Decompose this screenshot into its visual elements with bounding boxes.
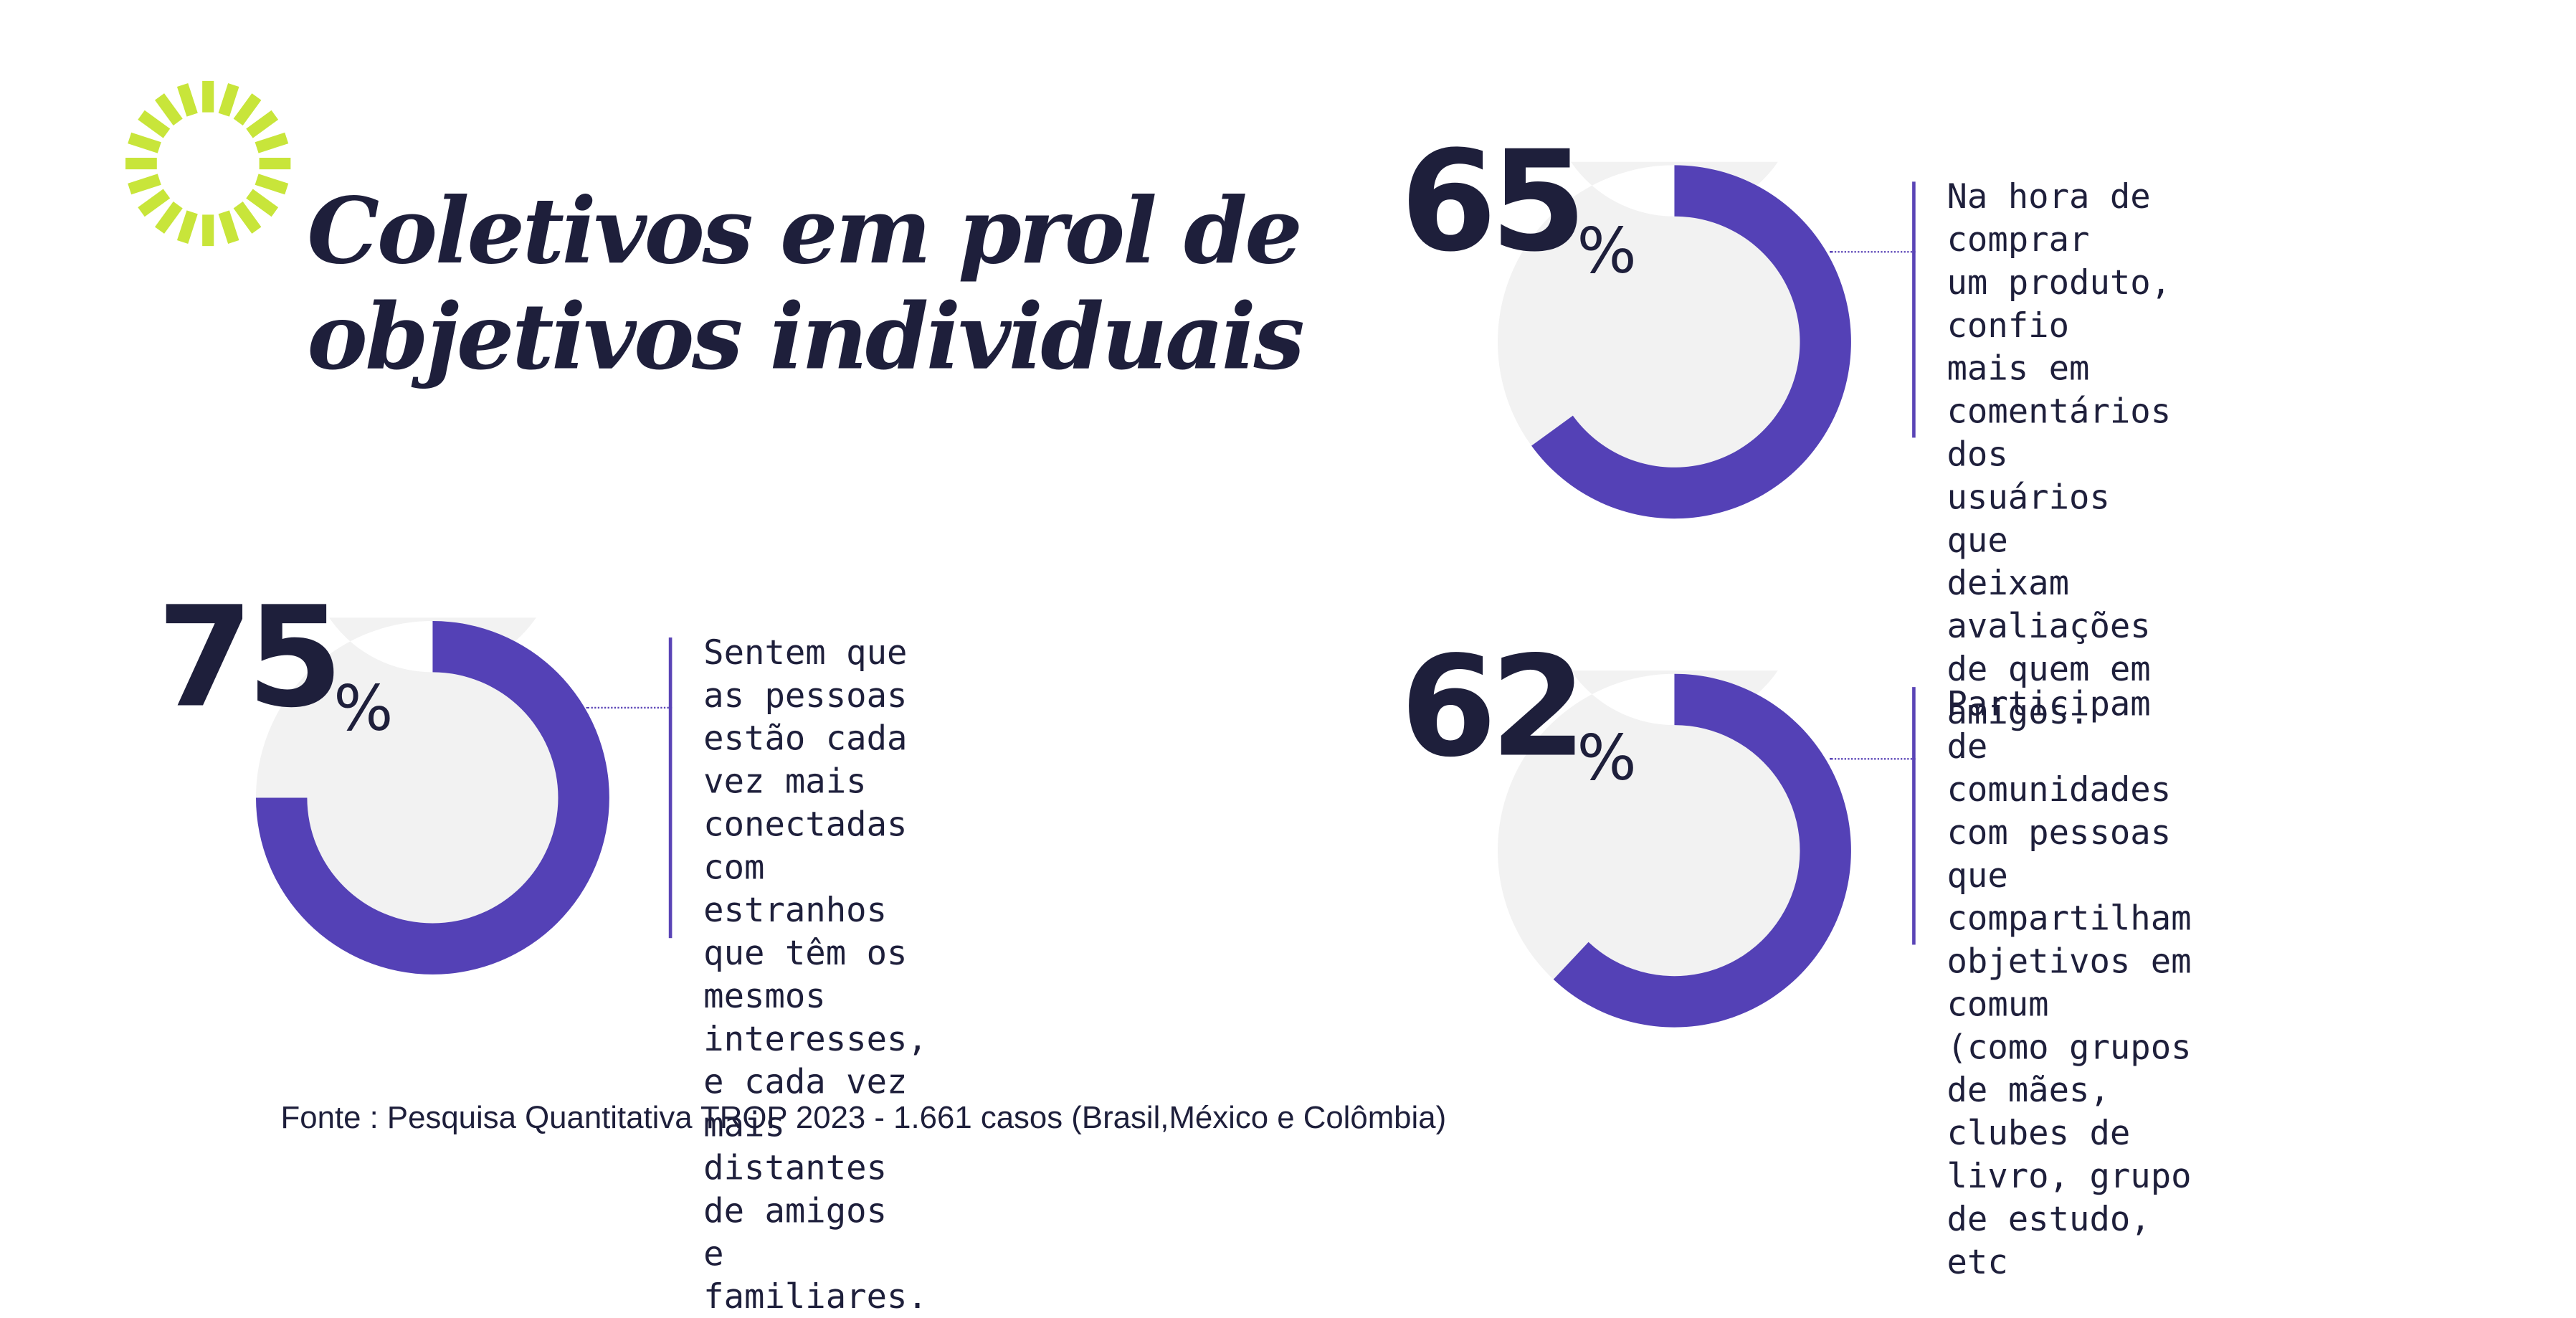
sunburst-ray bbox=[128, 174, 161, 195]
divider-bar bbox=[1912, 687, 1916, 945]
sunburst-ray bbox=[176, 210, 198, 245]
sunburst-ray bbox=[138, 189, 171, 217]
stat-value: 75 bbox=[156, 576, 343, 739]
sunburst-ray bbox=[233, 202, 262, 234]
title-line-1: Coletivos em prol de bbox=[307, 176, 1303, 285]
sunburst-ray bbox=[233, 93, 262, 125]
donut-chart bbox=[1498, 670, 1851, 1028]
title-line-2: objetivos individuais bbox=[307, 282, 1304, 390]
stat-description: Sentem que as pessoas estão cada vez mai… bbox=[703, 632, 928, 1317]
donut-value-arc bbox=[1531, 165, 1851, 519]
divider-bar bbox=[668, 637, 672, 939]
divider-bar bbox=[1912, 181, 1916, 438]
leader-line bbox=[1829, 758, 1916, 760]
sunburst-ray bbox=[138, 110, 171, 138]
sunburst-ray bbox=[154, 202, 183, 234]
infographic: Coletivos em prol de objetivos individua… bbox=[125, 80, 2192, 1317]
stat-percent-sign: % bbox=[333, 672, 394, 745]
page-title: Coletivos em prol de objetivos individua… bbox=[307, 176, 1304, 390]
stat-description: Participam de comunidades com pessoas qu… bbox=[1947, 683, 2192, 1282]
sunburst-ray bbox=[255, 174, 289, 195]
stat-description: Na hora de comprar um produto, confio ma… bbox=[1947, 176, 2172, 732]
stat-value: 65 bbox=[1400, 120, 1587, 283]
donut-chart bbox=[1498, 161, 1851, 519]
sunburst-ray bbox=[246, 189, 279, 217]
sunburst-ray bbox=[218, 83, 239, 117]
stat-percent-sign: % bbox=[1577, 721, 1637, 795]
stat-value: 62 bbox=[1400, 625, 1587, 788]
sunburst-ray bbox=[255, 132, 289, 153]
sunburst-ray bbox=[218, 210, 239, 245]
donut-value-arc bbox=[1553, 673, 1851, 1028]
leader-line bbox=[586, 706, 672, 709]
sunburst-icon bbox=[125, 80, 291, 247]
sunburst-ray bbox=[176, 83, 198, 117]
leader-line bbox=[1829, 251, 1916, 253]
source-note: Fonte : Pesquisa Quantitativa TROP 2023 … bbox=[280, 1101, 1447, 1137]
stat-percent-sign: % bbox=[1577, 214, 1637, 288]
donut-chart bbox=[255, 617, 609, 975]
sunburst-ray bbox=[154, 93, 183, 125]
sunburst-ray bbox=[128, 132, 161, 153]
sunburst-ray bbox=[246, 110, 279, 138]
